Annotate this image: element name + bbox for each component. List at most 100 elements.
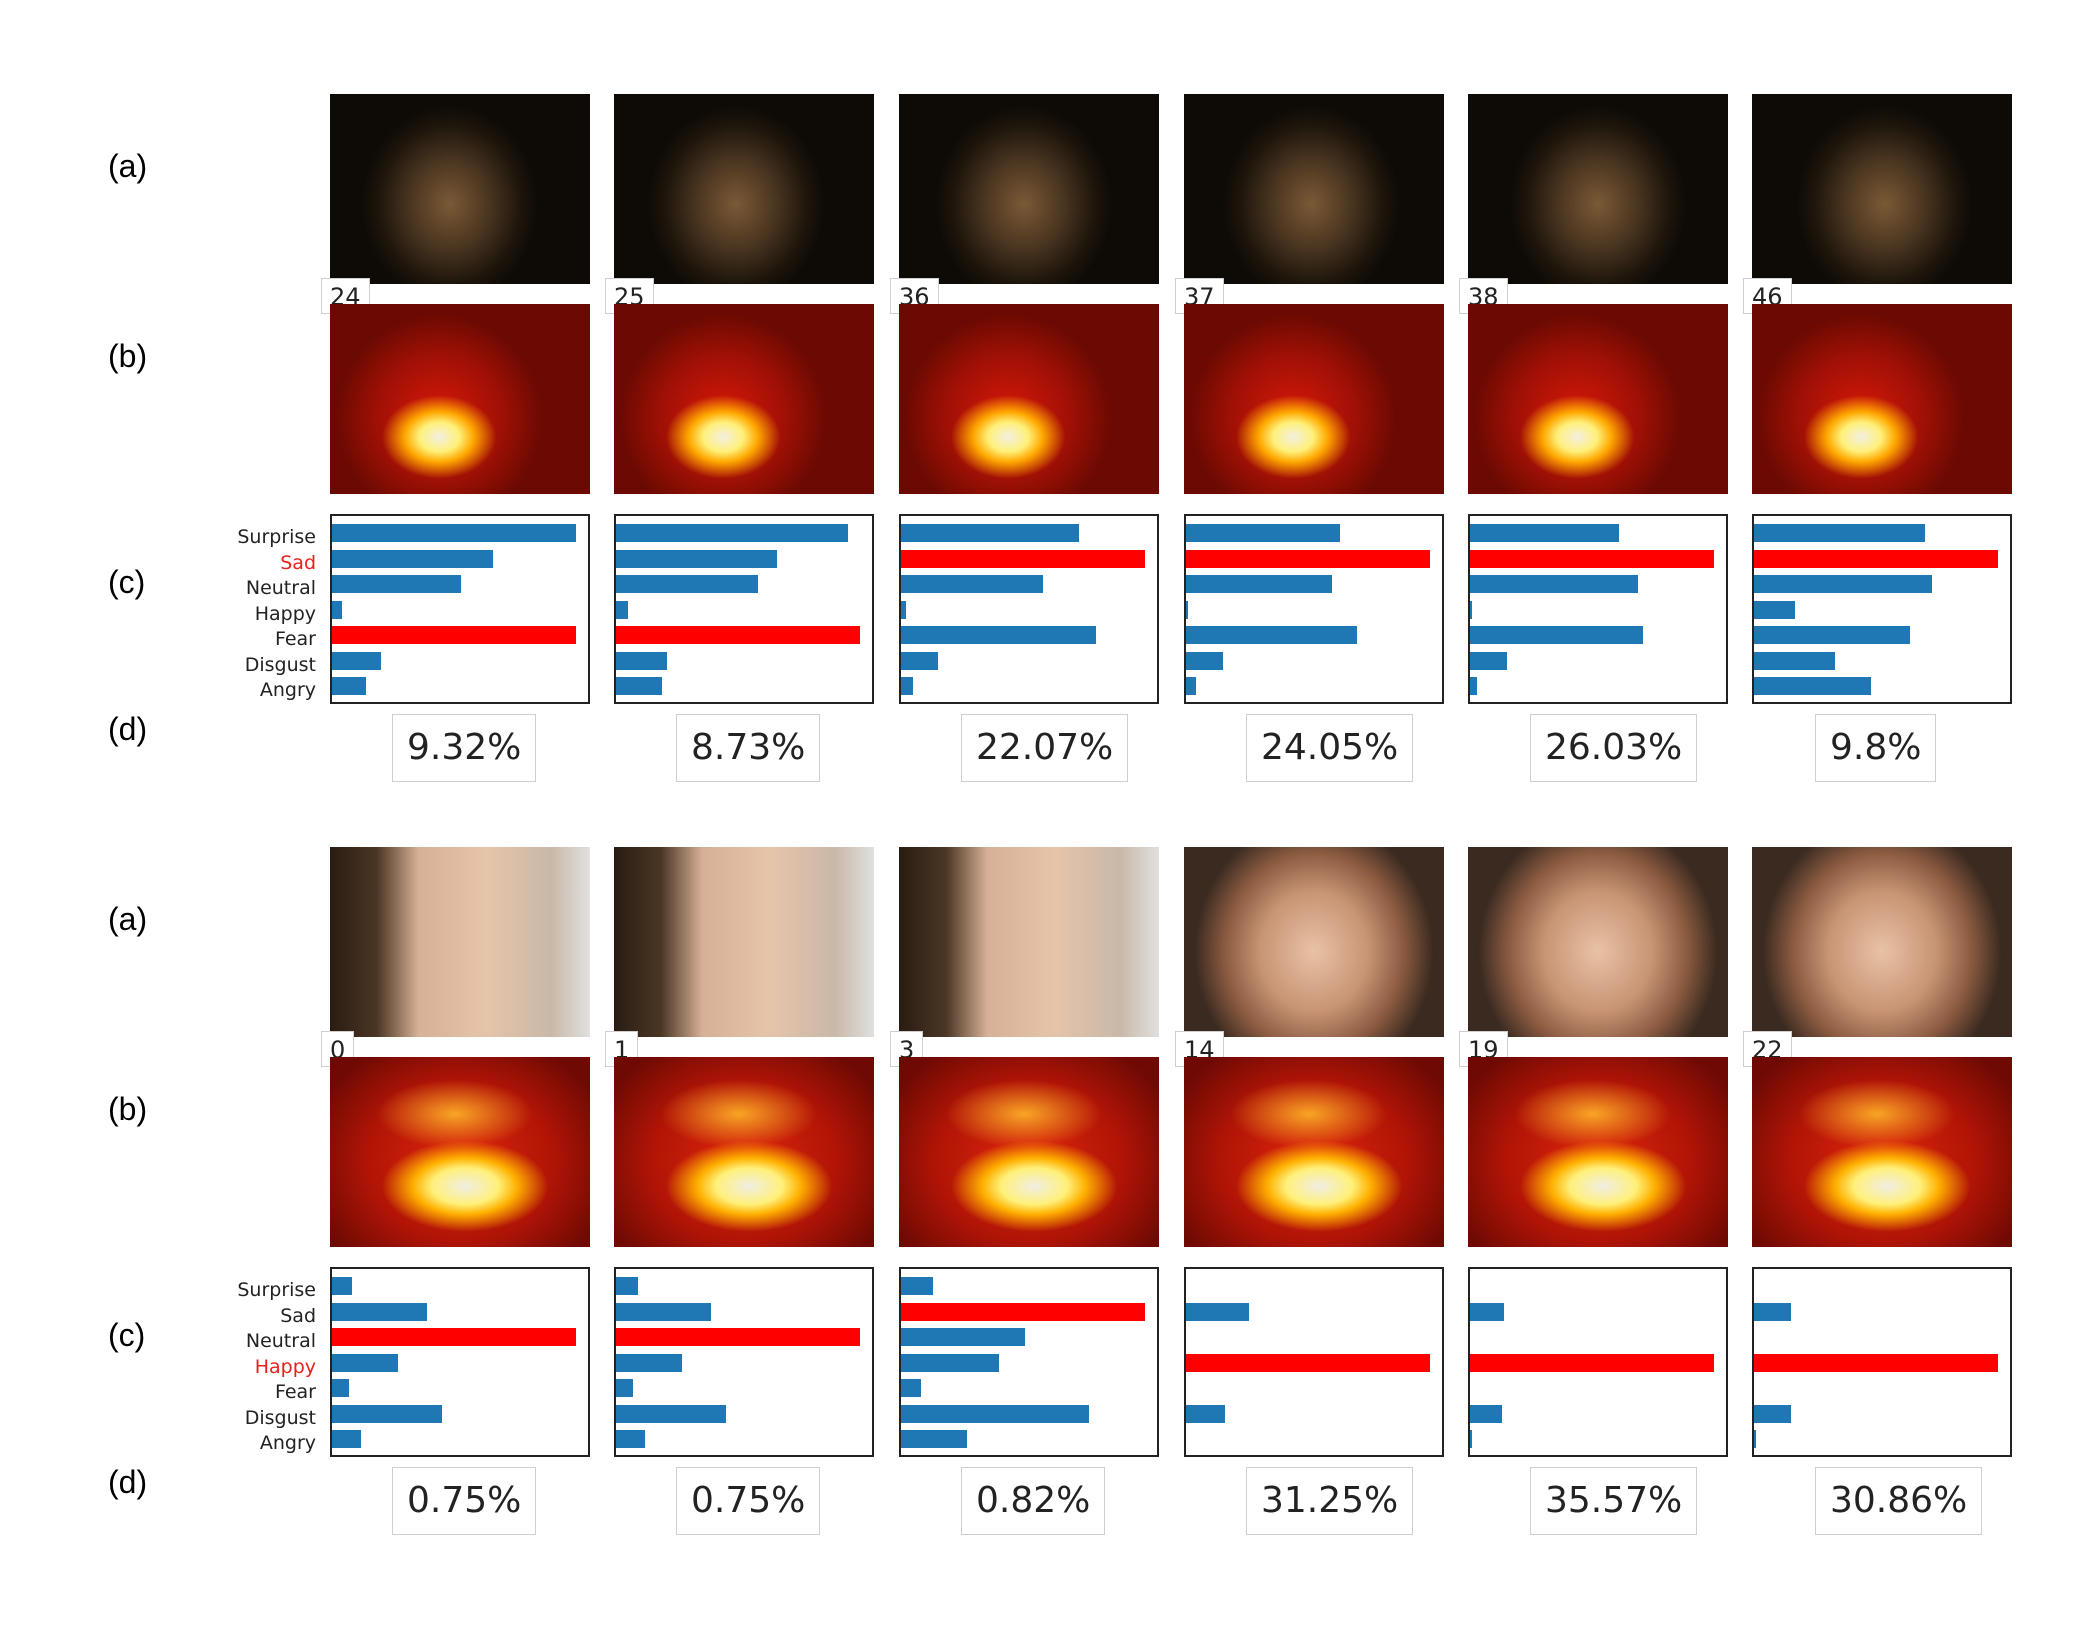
category-label: Sad	[280, 551, 316, 574]
bar-neutral	[901, 575, 1043, 593]
bar-sad	[332, 549, 494, 568]
bar-angry	[1470, 677, 1478, 695]
row-label-b: (b)	[108, 1091, 148, 1127]
video-frame	[330, 847, 590, 1037]
bar-neutral	[616, 575, 758, 593]
bar-surprise	[1754, 524, 1925, 542]
bar-angry	[1754, 677, 1872, 695]
bar-sad	[1470, 1302, 1505, 1321]
row-label-a: (a)	[108, 148, 148, 184]
bar-neutral	[1470, 575, 1639, 593]
video-frame	[614, 94, 874, 284]
attention-heatmap	[1468, 1057, 1728, 1247]
percentage-value: 24.05%	[1246, 714, 1414, 782]
video-frame	[614, 847, 874, 1037]
bar-happy	[332, 1353, 398, 1372]
percentage-value: 35.57%	[1530, 1467, 1698, 1535]
bar-neutral	[901, 1328, 1026, 1346]
video-frame	[330, 94, 590, 284]
video-frame	[899, 94, 1159, 284]
bar-sad	[901, 549, 1145, 568]
bar-sad	[1470, 549, 1714, 568]
category-label: Angry	[259, 1432, 316, 1454]
video-frame	[1184, 847, 1444, 1037]
emotion-bar-chart	[330, 514, 590, 704]
row-label-d: (d)	[108, 1464, 148, 1500]
bar-fear	[616, 626, 860, 644]
percentage-value: 0.82%	[961, 1467, 1106, 1535]
attention-heatmap	[899, 1057, 1159, 1247]
percentage-value: 0.75%	[676, 1467, 821, 1535]
bar-angry	[332, 677, 367, 695]
bar-sad	[616, 549, 778, 568]
bar-fear	[901, 1379, 921, 1397]
attention-heatmap	[614, 304, 874, 494]
bar-happy	[1186, 1353, 1430, 1372]
category-label: Disgust	[244, 1406, 316, 1429]
bar-surprise	[901, 524, 1080, 542]
emotion-bar-chart	[1752, 514, 2012, 704]
bar-fear	[332, 626, 576, 644]
bar-disgust	[1754, 651, 1835, 670]
bar-happy	[1470, 600, 1473, 619]
percentage-value: 22.07%	[961, 714, 1129, 782]
bar-happy	[901, 600, 906, 619]
bar-fear	[1754, 626, 1911, 644]
row-label-c: (c)	[108, 564, 146, 600]
bar-disgust	[1186, 651, 1223, 670]
percentage-value: 9.8%	[1815, 714, 1937, 782]
category-label: Surprise	[237, 526, 316, 548]
bar-disgust	[1470, 1404, 1502, 1423]
category-label: Sad	[280, 1304, 316, 1327]
attention-heatmap	[1184, 304, 1444, 494]
attention-heatmap	[1184, 1057, 1444, 1247]
attention-heatmap	[1752, 1057, 2012, 1247]
bar-disgust	[332, 651, 381, 670]
bar-fear	[1186, 626, 1357, 644]
emotion-bar-chart	[614, 514, 874, 704]
bar-surprise	[901, 1277, 933, 1295]
bar-neutral	[616, 1328, 860, 1346]
bar-angry	[616, 1430, 646, 1448]
bar-neutral	[1754, 575, 1933, 593]
category-label: Angry	[259, 679, 316, 701]
bar-happy	[332, 600, 342, 619]
category-labels: Surprise Sad Neutral Happy Fear Disgust Angry	[196, 514, 316, 704]
bar-disgust	[332, 1404, 442, 1423]
bar-fear	[901, 626, 1097, 644]
percentage-value: 31.25%	[1246, 1467, 1414, 1535]
category-label: Happy	[254, 1355, 316, 1378]
category-label: Surprise	[237, 1279, 316, 1301]
video-frame	[1752, 847, 2012, 1037]
bar-sad	[332, 1302, 428, 1321]
attention-heatmap	[614, 1057, 874, 1247]
bar-happy	[616, 1353, 682, 1372]
bar-surprise	[1186, 524, 1340, 542]
video-frame	[1468, 94, 1728, 284]
bar-angry	[1186, 677, 1196, 695]
category-label: Disgust	[244, 653, 316, 676]
bar-neutral	[332, 575, 462, 593]
bar-neutral	[332, 1328, 576, 1346]
bar-angry	[1754, 1430, 1757, 1448]
category-label: Happy	[254, 602, 316, 625]
emotion-bar-chart	[899, 1267, 1159, 1457]
bar-surprise	[332, 524, 576, 542]
bar-fear	[616, 1379, 634, 1397]
percentage-value: 30.86%	[1815, 1467, 1983, 1535]
bar-surprise	[1470, 524, 1619, 542]
bar-sad	[616, 1302, 712, 1321]
bar-angry	[332, 1430, 362, 1448]
bar-happy	[616, 600, 629, 619]
bar-sad	[1754, 1302, 1791, 1321]
row-label-a: (a)	[108, 901, 148, 937]
video-frame	[1184, 94, 1444, 284]
emotion-bar-chart	[1184, 1267, 1444, 1457]
bar-disgust	[901, 651, 938, 670]
video-frame	[899, 847, 1159, 1037]
row-label-d: (d)	[108, 711, 148, 747]
attention-heatmap	[899, 304, 1159, 494]
percentage-value: 9.32%	[392, 714, 537, 782]
row-label-b: (b)	[108, 338, 148, 374]
video-frame	[1752, 94, 2012, 284]
